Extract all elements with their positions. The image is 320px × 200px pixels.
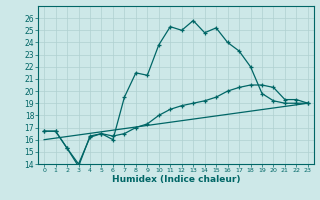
X-axis label: Humidex (Indice chaleur): Humidex (Indice chaleur) xyxy=(112,175,240,184)
